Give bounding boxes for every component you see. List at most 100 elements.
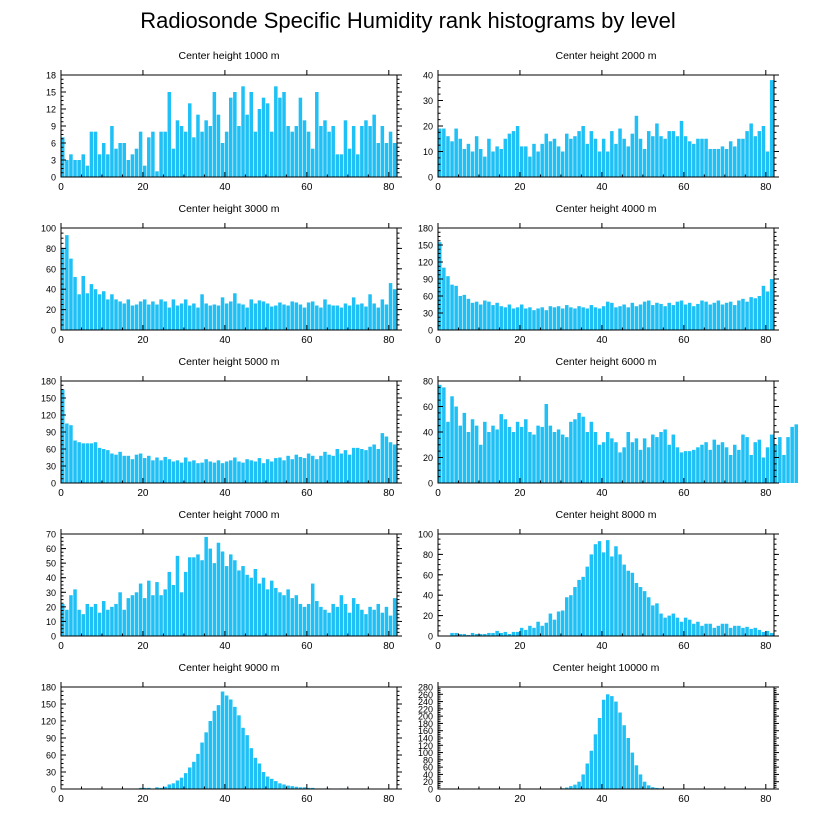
bar	[110, 294, 114, 330]
bar	[208, 548, 213, 636]
bar	[224, 131, 229, 177]
bar	[724, 447, 729, 483]
bar	[659, 432, 663, 483]
y-tick-label: 6	[51, 139, 56, 149]
bar	[708, 304, 712, 330]
bar	[175, 460, 180, 483]
bar	[118, 592, 122, 636]
bar	[618, 128, 622, 177]
bar	[241, 727, 245, 789]
bar	[155, 787, 159, 789]
bar	[126, 160, 131, 177]
bar	[704, 623, 708, 636]
y-tick-label: 90	[423, 275, 433, 285]
bar	[224, 461, 229, 483]
bar	[573, 308, 577, 330]
bar	[536, 308, 540, 330]
bar	[573, 136, 577, 177]
bar	[683, 304, 688, 330]
bar	[208, 305, 213, 330]
bar	[450, 141, 454, 177]
bar	[278, 302, 282, 330]
bar	[679, 120, 684, 177]
x-tick-label: 40	[596, 641, 608, 652]
bar	[265, 103, 270, 177]
panel-3: Center height 3000 m 0 20 40 60 80 0 20 40 60 80 10…	[41, 203, 402, 346]
bar	[454, 632, 458, 636]
bar	[265, 776, 270, 789]
x-tick-label: 40	[219, 182, 231, 193]
bar	[237, 303, 241, 330]
bar	[597, 541, 602, 636]
bar	[761, 631, 766, 636]
bar	[360, 126, 364, 177]
bar	[663, 429, 667, 483]
bar	[765, 151, 770, 177]
x-tick-label: 20	[514, 794, 526, 805]
panel-7: Center height 7000 m 0 20 40 60 80 0 10 20 30 40 50…	[46, 509, 402, 652]
bar	[274, 86, 278, 177]
bar	[216, 460, 221, 483]
bar	[85, 165, 90, 177]
bar	[298, 97, 303, 177]
bar	[655, 787, 659, 789]
panel-8: Center height 8000 m 0 20 40 60 80 0 20 40 60 80 10…	[418, 509, 779, 652]
y-tick-label: 15	[46, 88, 56, 98]
bar	[368, 294, 372, 330]
bar	[114, 603, 118, 636]
bar	[142, 299, 147, 330]
bar	[85, 293, 90, 330]
bar	[114, 299, 118, 330]
x-tick-label: 40	[219, 641, 231, 652]
bar	[552, 619, 557, 636]
y-tick-label: 0	[51, 479, 56, 489]
bar	[85, 443, 90, 483]
y-tick-label: 120	[418, 741, 433, 751]
bar	[274, 781, 278, 789]
bar	[478, 444, 483, 483]
bar	[368, 606, 372, 636]
bar	[347, 305, 352, 330]
bar	[585, 566, 590, 636]
bar	[89, 606, 94, 636]
bar	[438, 384, 442, 483]
bar	[757, 439, 762, 483]
x-tick-label: 0	[435, 641, 441, 652]
bar	[577, 131, 581, 177]
bar	[708, 623, 712, 636]
x-tick-label: 60	[678, 794, 690, 805]
bar	[700, 444, 704, 483]
bar	[597, 717, 602, 789]
bar	[749, 454, 753, 483]
bar	[704, 442, 708, 483]
bar	[442, 128, 446, 177]
bar	[569, 307, 573, 330]
bar	[606, 694, 610, 789]
bar	[712, 439, 717, 483]
y-tick-label: 60	[423, 292, 433, 302]
panel-title: Center height 10000 m	[553, 662, 660, 674]
bar	[544, 133, 549, 177]
bar	[655, 603, 659, 636]
bar	[364, 306, 368, 330]
bar	[155, 171, 159, 177]
bar	[679, 452, 684, 483]
y-tick-label: 0	[51, 173, 56, 183]
bar	[212, 710, 217, 789]
bar	[741, 138, 745, 177]
bar	[261, 463, 266, 483]
bar	[753, 442, 758, 483]
bar	[310, 787, 315, 789]
bar	[778, 437, 782, 483]
bar	[507, 133, 512, 177]
bar	[503, 138, 508, 177]
y-tick-label: 150	[41, 700, 56, 710]
bar	[671, 305, 676, 330]
bar	[73, 160, 77, 177]
bar	[188, 767, 192, 789]
bar	[315, 305, 319, 330]
bar	[589, 750, 594, 789]
bar	[692, 449, 696, 483]
bar	[675, 136, 680, 177]
y-tick-label: 40	[423, 591, 433, 601]
